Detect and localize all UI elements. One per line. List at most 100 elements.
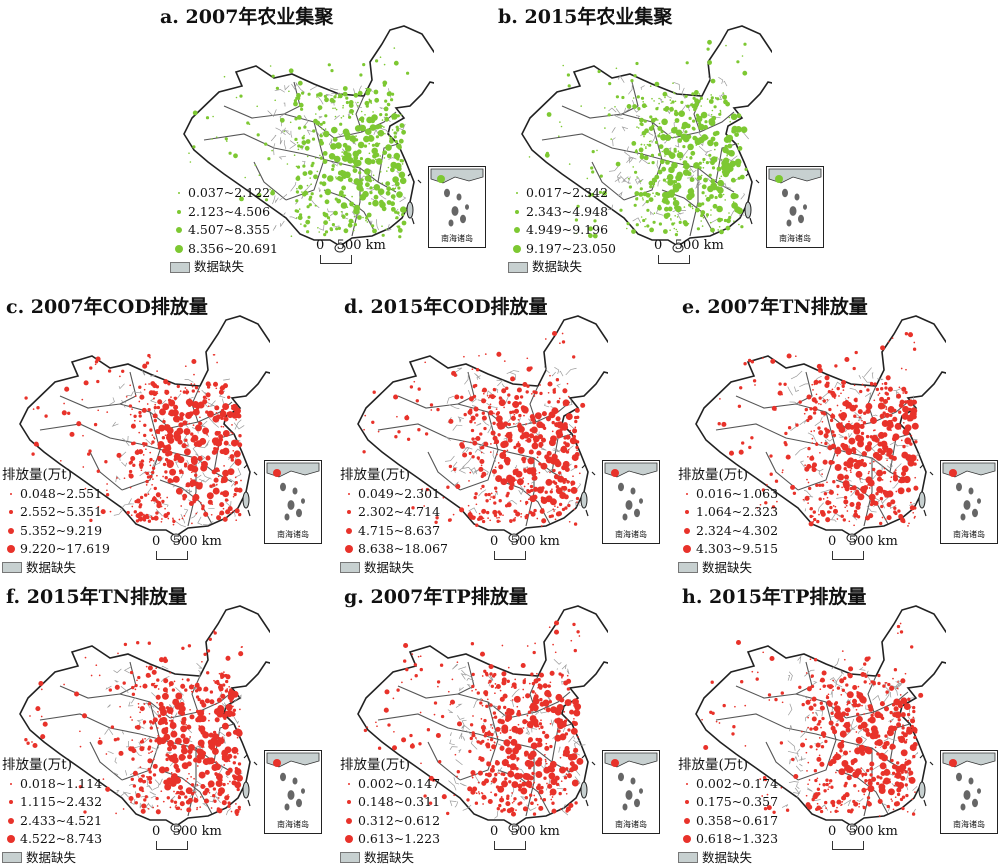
county-point <box>173 404 179 410</box>
county-point <box>780 786 783 789</box>
county-point <box>166 777 173 785</box>
legend-dot <box>175 244 183 253</box>
county-point <box>563 710 566 713</box>
county-point <box>454 753 457 756</box>
county-point <box>179 390 182 392</box>
county-point <box>864 656 870 662</box>
county-point <box>324 230 329 234</box>
county-point <box>908 774 911 776</box>
county-point <box>152 478 154 480</box>
county-point <box>304 145 310 151</box>
panel-title: d. 2015年COD排放量 <box>344 296 548 318</box>
county-boundary <box>624 151 631 164</box>
county-point <box>897 681 899 683</box>
county-point <box>838 768 846 776</box>
county-point <box>404 415 410 421</box>
county-point <box>476 456 480 460</box>
county-point <box>327 175 334 182</box>
county-point <box>741 441 745 445</box>
county-boundary <box>614 177 622 182</box>
county-boundary <box>829 677 837 683</box>
county-boundary <box>184 379 194 383</box>
county-point <box>875 492 879 496</box>
county-point <box>37 444 40 447</box>
county-point <box>845 683 849 687</box>
county-boundary <box>397 123 406 131</box>
county-point <box>570 727 578 735</box>
county-point <box>534 798 538 802</box>
county-point <box>844 781 848 786</box>
county-point <box>167 450 173 456</box>
county-point <box>572 721 578 727</box>
county-point <box>322 121 326 125</box>
county-point <box>376 725 378 728</box>
county-point <box>481 698 484 701</box>
county-point <box>148 461 151 463</box>
county-point <box>233 487 240 493</box>
county-point <box>483 426 487 431</box>
county-point <box>210 807 213 809</box>
county-boundary <box>482 420 490 426</box>
county-point <box>295 199 299 203</box>
county-point <box>912 741 918 748</box>
county-point <box>870 713 874 717</box>
county-point <box>386 91 392 97</box>
county-point <box>258 174 261 176</box>
county-point <box>494 692 496 695</box>
county-boundary <box>543 366 550 374</box>
county-point <box>362 189 364 192</box>
legend-title: 排放量(万t) <box>2 757 72 773</box>
county-point <box>544 338 547 340</box>
county-point <box>572 763 574 766</box>
county-point <box>393 198 395 201</box>
county-point <box>483 441 489 447</box>
inset-island <box>956 482 962 492</box>
county-point <box>573 522 578 526</box>
county-point <box>764 501 768 505</box>
county-point <box>856 712 860 716</box>
county-point <box>645 192 651 198</box>
county-point <box>828 720 834 726</box>
county-point <box>363 135 370 143</box>
legend-label: 0.049~2.301 <box>358 485 441 501</box>
county-point <box>148 752 150 754</box>
county-point <box>555 782 560 787</box>
county-point <box>701 191 705 195</box>
county-point <box>834 364 838 368</box>
county-point <box>636 126 638 128</box>
county-point <box>807 446 811 451</box>
county-point <box>296 187 298 190</box>
county-point <box>885 408 888 410</box>
county-point <box>138 400 141 403</box>
county-boundary <box>188 488 193 494</box>
county-point <box>239 196 244 202</box>
county-point <box>816 802 819 805</box>
legend-symbol <box>340 492 358 495</box>
county-point <box>841 650 844 652</box>
county-point <box>324 199 330 205</box>
county-point <box>639 187 643 191</box>
county-point <box>897 718 901 722</box>
legend-dot <box>177 209 181 214</box>
county-point <box>836 799 842 805</box>
county-point <box>772 810 776 814</box>
county-point <box>536 450 542 456</box>
county-point <box>342 194 346 198</box>
county-point <box>720 175 723 178</box>
county-point <box>546 782 548 785</box>
county-point <box>142 780 146 784</box>
county-point <box>850 471 852 474</box>
county-point <box>128 795 134 802</box>
county-boundary <box>790 422 797 432</box>
county-boundary <box>306 129 313 136</box>
county-point <box>423 794 427 798</box>
county-point <box>852 799 856 804</box>
county-point <box>365 128 372 135</box>
scale-bar: 0 500 km <box>490 534 570 564</box>
county-point <box>157 734 159 737</box>
county-point <box>190 432 194 436</box>
county-point <box>167 755 171 759</box>
county-boundary <box>638 177 642 185</box>
county-point <box>879 413 885 419</box>
county-point <box>565 806 571 812</box>
